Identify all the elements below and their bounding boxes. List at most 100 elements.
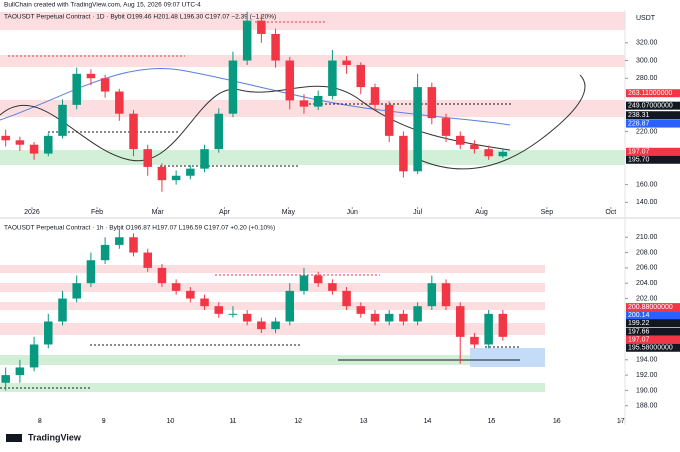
y-tick-label: 220.00 bbox=[636, 128, 658, 135]
candle-body bbox=[370, 313, 380, 322]
candle-body bbox=[100, 244, 110, 261]
x-tick-label: 14 bbox=[424, 418, 432, 425]
candle-body bbox=[186, 168, 195, 176]
candle-body bbox=[484, 313, 493, 345]
candle-body bbox=[498, 313, 508, 337]
x-tick-label: May bbox=[282, 209, 296, 216]
candle-body bbox=[228, 313, 238, 315]
candle-body bbox=[328, 283, 337, 291]
price-badge-label: 197.07 bbox=[628, 149, 650, 156]
candle-body bbox=[427, 87, 437, 119]
price-badge bbox=[626, 89, 680, 98]
y-tick-label: 204.00 bbox=[636, 280, 658, 287]
candle-body bbox=[441, 118, 451, 136]
candle-body bbox=[470, 144, 479, 150]
price-badge bbox=[626, 303, 680, 312]
y-tick-label: 206.00 bbox=[636, 265, 658, 272]
candle-body bbox=[58, 298, 67, 322]
candle-body bbox=[484, 149, 493, 157]
candle-body bbox=[186, 290, 195, 299]
candle-body bbox=[157, 267, 167, 284]
price-badge-label: 249.07000000 bbox=[628, 103, 673, 110]
candle-body bbox=[427, 283, 437, 307]
price-badge-label: 228.87 bbox=[628, 120, 650, 127]
candle-body bbox=[356, 306, 366, 314]
candle-body bbox=[171, 283, 181, 291]
x-tick-label: Aug bbox=[475, 209, 488, 216]
x-tick-label: 17 bbox=[617, 418, 625, 425]
candle-body bbox=[257, 20, 266, 34]
price-badge bbox=[626, 155, 680, 164]
candle-body bbox=[299, 100, 309, 107]
candle-body bbox=[257, 321, 266, 330]
price-badge-label: 238.31 bbox=[628, 112, 650, 119]
x-tick-label: 16 bbox=[553, 418, 561, 425]
candle-body bbox=[86, 73, 96, 79]
candle-body bbox=[72, 283, 81, 299]
candle-body bbox=[242, 313, 252, 322]
x-tick-label: Jun bbox=[347, 209, 358, 216]
candle-body bbox=[1, 135, 10, 141]
y-tick-label: 160.00 bbox=[636, 181, 658, 188]
candle-body bbox=[328, 60, 337, 96]
candle-body bbox=[455, 135, 465, 145]
price-badge bbox=[626, 319, 680, 328]
candle-body bbox=[285, 60, 295, 101]
candle-body bbox=[200, 298, 209, 307]
candle-body bbox=[470, 336, 479, 345]
candle-body bbox=[313, 95, 323, 107]
candle-body bbox=[413, 87, 422, 172]
y-tick-label: 190.00 bbox=[636, 387, 658, 394]
price-badge bbox=[626, 111, 680, 120]
price-unit: USDT bbox=[636, 15, 656, 22]
brand: TradingView bbox=[28, 432, 82, 442]
candle-body bbox=[200, 149, 209, 169]
candle-body bbox=[399, 313, 408, 322]
candle-body bbox=[313, 275, 323, 284]
price-badge-label: 195.70 bbox=[628, 157, 650, 164]
price-badge-label: 199.22 bbox=[628, 320, 650, 327]
x-tick-label: Sep bbox=[541, 209, 554, 216]
candle-body bbox=[214, 306, 224, 314]
candle-body bbox=[115, 237, 124, 245]
candle-body bbox=[498, 151, 508, 157]
candle-body bbox=[1, 375, 10, 383]
y-tick-label: 188.00 bbox=[636, 403, 658, 410]
price-badge-label: 200.88000000 bbox=[628, 304, 673, 311]
x-tick-label: Feb bbox=[91, 209, 103, 216]
candle-body bbox=[370, 87, 380, 105]
y-tick-label: 320.00 bbox=[636, 40, 658, 47]
y-tick-label: 192.00 bbox=[636, 372, 658, 379]
candle-body bbox=[86, 260, 96, 284]
y-tick-label: 140.00 bbox=[636, 199, 658, 206]
candle-body bbox=[143, 252, 152, 268]
candle-body bbox=[29, 344, 39, 368]
price-badge-label: 197.07 bbox=[628, 337, 650, 344]
y-tick-label: 210.00 bbox=[636, 234, 658, 241]
candle-body bbox=[285, 290, 295, 322]
candle-body bbox=[342, 290, 351, 307]
candle-body bbox=[72, 73, 81, 105]
x-tick-label: Jul bbox=[413, 209, 422, 216]
candle-body bbox=[228, 60, 238, 114]
x-tick-label: 10 bbox=[167, 418, 175, 425]
y-tick-label: 280.00 bbox=[636, 75, 658, 82]
x-tick-label: 8 bbox=[38, 418, 42, 425]
candle-body bbox=[58, 104, 67, 136]
candle-body bbox=[44, 321, 53, 345]
x-tick-label: 11 bbox=[229, 418, 236, 425]
price-badge bbox=[626, 101, 680, 110]
candle-body bbox=[143, 149, 152, 167]
x-tick-label: 13 bbox=[360, 418, 368, 425]
price-badge bbox=[626, 147, 680, 156]
candle-body bbox=[214, 113, 224, 150]
chart-header: TAOUSDT Perpetual Contract · 1D · Bybit … bbox=[4, 14, 276, 21]
y-tick-label: 202.00 bbox=[636, 295, 658, 302]
candle-body bbox=[129, 113, 138, 150]
candle-body bbox=[455, 306, 465, 337]
x-tick-label: Oct bbox=[605, 209, 616, 216]
chart-header: TAOUSDT Perpetual Contract · 1h · Bybit … bbox=[4, 225, 275, 232]
candle-body bbox=[356, 64, 366, 88]
y-tick-label: 300.00 bbox=[636, 57, 658, 64]
